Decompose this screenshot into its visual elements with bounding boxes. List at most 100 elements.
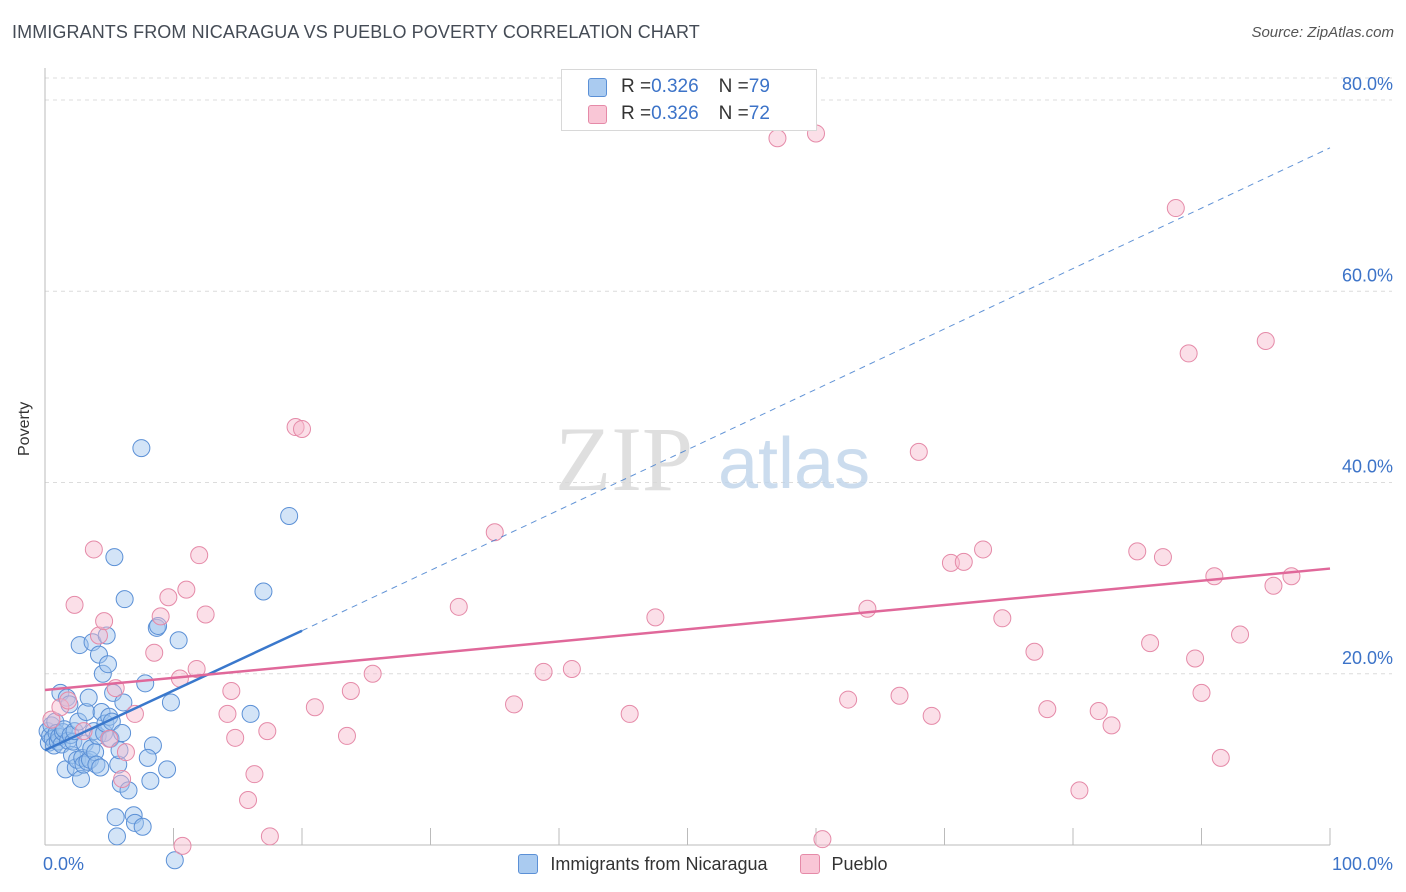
pueblo-point: [1038, 700, 1057, 719]
pueblo-point: [89, 626, 108, 645]
n-value: 79: [748, 76, 770, 97]
pueblo-point: [922, 706, 941, 725]
watermark: ZIP atlas: [555, 408, 870, 510]
pueblo-point: [363, 664, 382, 683]
pueblo-point: [187, 659, 206, 678]
pueblo-point: [1153, 548, 1172, 567]
legend-pink-swatch: [799, 854, 820, 874]
nicaragua-point: [138, 748, 157, 767]
pueblo-point: [1231, 625, 1250, 644]
pueblo-point: [116, 743, 135, 762]
n-label: N =: [718, 103, 749, 124]
series-pueblo-points: [42, 124, 1301, 855]
pueblo-point: [1192, 683, 1211, 702]
pueblo-point: [293, 419, 311, 438]
pueblo-point: [196, 605, 215, 624]
nicaragua-point: [241, 704, 260, 723]
nicaragua-trend-dashed: [301, 147, 1331, 632]
y-axis-label: Poverty: [16, 401, 33, 456]
chart-legend: Immigrants from Nicaragua Pueblo: [0, 850, 1406, 878]
nicaragua-point: [97, 626, 116, 645]
nicaragua-point: [98, 655, 117, 674]
pink-swatch: [588, 104, 607, 124]
nicaragua-point: [79, 688, 98, 707]
pueblo-point: [245, 765, 264, 784]
r-value: 0.326: [651, 103, 699, 124]
pueblo-point: [151, 607, 170, 626]
y-tick-label: 60.0%: [1342, 265, 1393, 285]
pueblo-point: [305, 698, 324, 717]
pueblo-point: [159, 588, 178, 607]
pueblo-point: [226, 728, 245, 747]
pueblo-point: [485, 523, 504, 542]
nicaragua-point: [110, 741, 129, 760]
pueblo-point: [1264, 576, 1283, 595]
pueblo-point: [974, 540, 993, 559]
x-tick-label: 0.0%: [43, 854, 84, 874]
pueblo-point: [954, 552, 973, 571]
pueblo-point: [1089, 702, 1108, 721]
pueblo-point: [113, 769, 132, 788]
stats-row-nicaragua: R = 0.326 N = 79: [588, 75, 770, 99]
y-tick-label: 20.0%: [1342, 648, 1393, 668]
nicaragua-point: [71, 769, 90, 788]
tick-labels: 20.0% 40.0% 60.0% 80.0% 0.0% 100.0%: [43, 74, 1393, 874]
pueblo-point: [562, 659, 581, 678]
pueblo-trend-line: [44, 567, 1331, 692]
legend-label-nicaragua: Immigrants from Nicaragua: [550, 853, 768, 874]
nicaragua-point: [161, 693, 180, 712]
pueblo-point: [100, 729, 119, 748]
grid-lines: [45, 77, 1392, 675]
blue-swatch: [588, 77, 607, 97]
pueblo-point: [890, 686, 909, 705]
pueblo-point: [858, 599, 877, 618]
pueblo-point: [1186, 649, 1205, 668]
pueblo-point: [768, 129, 787, 148]
pueblo-point: [337, 726, 356, 745]
stats-box: R = 0.326 N = 79 R = 0.326 N = 72: [561, 69, 817, 131]
nicaragua-point: [91, 758, 110, 777]
pueblo-point: [341, 681, 360, 700]
pueblo-point: [813, 830, 832, 849]
pueblo-point: [84, 540, 103, 559]
nicaragua-point: [89, 645, 108, 664]
pueblo-point: [218, 704, 237, 723]
nicaragua-point: [169, 631, 188, 650]
stats-row-pueblo: R = 0.326 N = 72: [588, 102, 770, 126]
legend-item-pueblo[interactable]: Pueblo: [799, 853, 888, 875]
nicaragua-point: [136, 674, 155, 693]
pueblo-point: [59, 691, 78, 710]
nicaragua-point: [280, 506, 299, 525]
nicaragua-point: [165, 851, 184, 870]
x-tick-label: 100.0%: [1332, 854, 1393, 874]
legend-item-nicaragua[interactable]: Immigrants from Nicaragua: [518, 853, 768, 875]
series-nicaragua-points: [38, 439, 299, 870]
pueblo-point: [941, 553, 960, 572]
nicaragua-point: [254, 582, 273, 601]
pueblo-point: [51, 698, 70, 717]
y-tick-label: 40.0%: [1342, 457, 1393, 477]
n-label: N =: [718, 76, 749, 97]
pueblo-point: [1179, 344, 1198, 363]
y-tick-label: 80.0%: [1342, 74, 1393, 94]
nicaragua-point: [115, 590, 134, 609]
pueblo-point: [145, 643, 164, 662]
r-label: R =: [621, 76, 652, 97]
nicaragua-point: [132, 439, 151, 458]
pueblo-point: [1166, 199, 1185, 218]
nicaragua-point: [133, 817, 152, 836]
watermark-zip: ZIP: [555, 408, 693, 510]
pueblo-point: [42, 710, 61, 729]
pueblo-point: [505, 695, 524, 714]
pueblo-point: [993, 609, 1012, 628]
pueblo-point: [260, 827, 279, 846]
pueblo-point: [239, 790, 258, 809]
pueblo-point: [65, 595, 84, 614]
pueblo-point: [839, 690, 858, 709]
legend-label-pueblo: Pueblo: [831, 853, 888, 874]
pueblo-point: [1211, 748, 1230, 767]
pueblo-point: [258, 722, 277, 741]
pueblo-point: [190, 546, 209, 565]
nicaragua-point: [106, 808, 125, 827]
